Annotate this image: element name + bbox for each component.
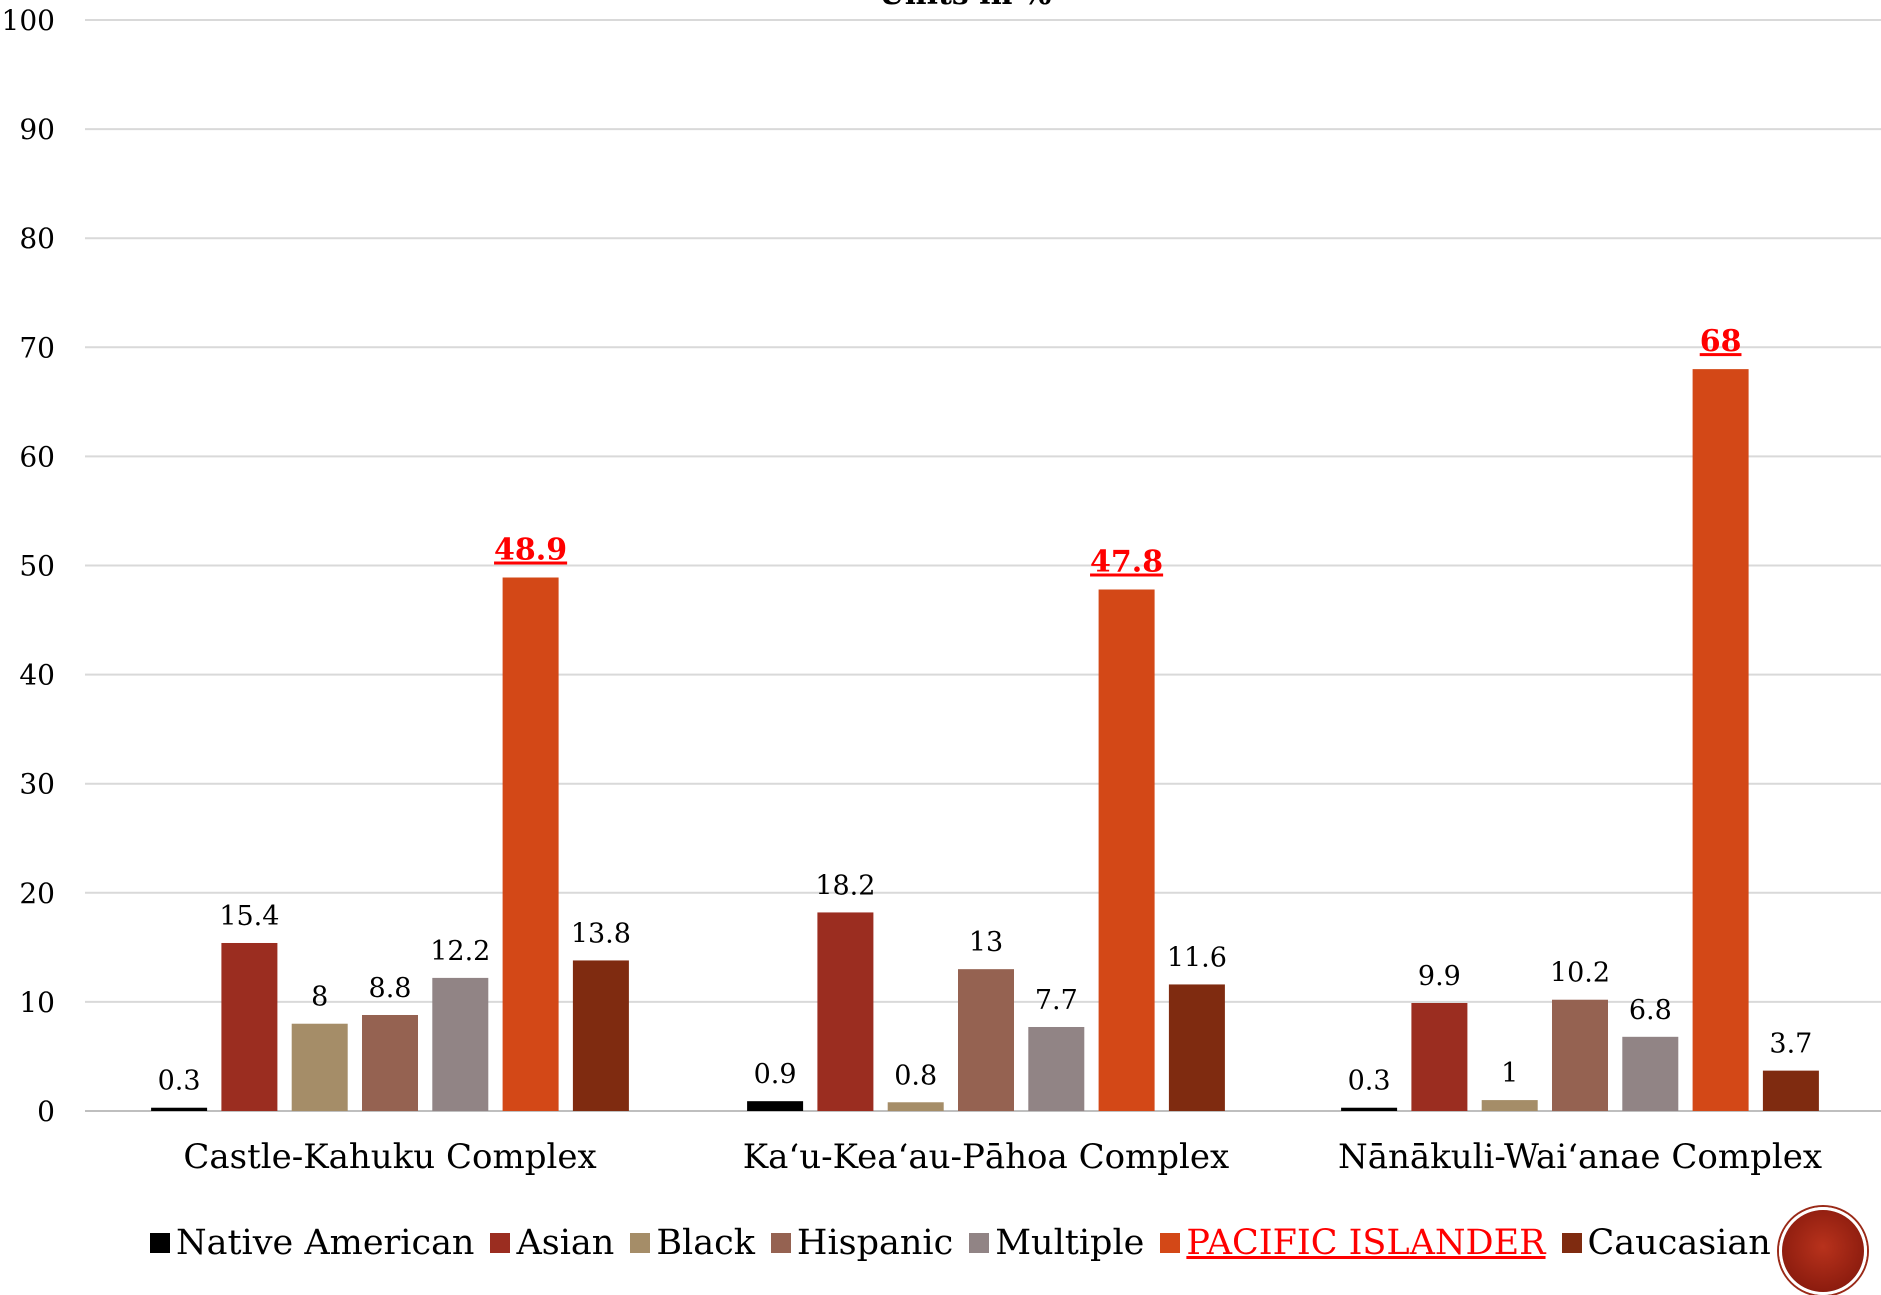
bar-black (887, 1102, 944, 1111)
data-label: 18.2 (815, 870, 875, 901)
category-label: Castle-Kahuku Complex (183, 1137, 596, 1177)
bar-multiple (1622, 1036, 1679, 1111)
data-label: 0.9 (754, 1059, 797, 1090)
legend-item: Asian (490, 1223, 614, 1263)
data-label: 12.2 (430, 936, 490, 967)
bar-asian (1411, 1002, 1468, 1111)
legend-swatch (630, 1233, 651, 1253)
y-tick-label: 30 (19, 768, 55, 801)
legend-swatch (1561, 1233, 1582, 1253)
bar-multiple (432, 977, 489, 1111)
bar-caucasian (572, 960, 629, 1111)
chart-title: Units in % (879, 0, 1052, 12)
data-label: 8.8 (369, 973, 412, 1004)
y-tick-label: 40 (19, 659, 55, 692)
circle-logo-icon (1779, 1207, 1867, 1295)
y-tick-label: 70 (19, 331, 55, 364)
data-label: 9.9 (1418, 961, 1461, 992)
data-label: 11.6 (1167, 942, 1227, 973)
y-tick-label: 90 (19, 113, 55, 146)
y-tick-label: 100 (2, 4, 55, 37)
data-label: 68 (1700, 324, 1742, 359)
legend-item: Native American (150, 1223, 474, 1263)
data-label: 1 (1501, 1058, 1518, 1089)
bar-pacific-islander (1098, 589, 1155, 1111)
y-tick-label: 10 (19, 986, 55, 1019)
legend-label: Caucasian (1587, 1223, 1771, 1263)
y-tick-label: 0 (37, 1095, 55, 1128)
category-label: Kaʻu-Keaʻau-Pāhoa Complex (743, 1137, 1229, 1177)
legend-swatch (490, 1233, 511, 1253)
legend-label: Hispanic (796, 1223, 954, 1263)
legend-item: Multiple (969, 1223, 1144, 1263)
bar-hispanic (958, 969, 1014, 1111)
legend-label: PACIFIC ISLANDER (1186, 1223, 1546, 1263)
y-tick-label: 50 (19, 550, 55, 583)
bar-black (291, 1023, 348, 1111)
legend-swatch (770, 1233, 791, 1253)
legend-label: Native American (176, 1223, 475, 1263)
bar-hispanic (1552, 999, 1608, 1111)
legend-swatch (969, 1233, 990, 1253)
bar-pacific-islander (1692, 369, 1749, 1111)
bar-black (1481, 1100, 1538, 1111)
legend-label: Black (656, 1223, 755, 1263)
data-label: 47.8 (1090, 545, 1163, 580)
legend-swatch (1160, 1233, 1181, 1253)
legend-item: PACIFIC ISLANDER (1160, 1223, 1546, 1263)
data-label: 13 (969, 927, 1003, 958)
bar-multiple (1028, 1026, 1085, 1111)
data-label: 7.7 (1035, 985, 1078, 1016)
chart-legend: Native American Asian Black Hispanic Multipl… (150, 1223, 1787, 1263)
bar-chart: Units in % 0 10 20 30 40 50 60 70 80 90 100 0.3 15.4 8… (2, 0, 1881, 1177)
legend-swatch (150, 1233, 170, 1253)
y-tick-label: 60 (19, 440, 55, 473)
bar-native-american (747, 1101, 804, 1111)
legend-item: Black (630, 1223, 755, 1263)
data-label: 6.8 (1629, 995, 1672, 1026)
data-label: 8 (311, 982, 328, 1013)
y-tick-label: 20 (19, 877, 55, 910)
category-label: Nānākuli-Waiʻanae Complex (1338, 1137, 1822, 1177)
y-tick-label: 80 (19, 222, 55, 255)
data-label: 0.3 (1348, 1066, 1391, 1097)
bar-native-american (1341, 1107, 1398, 1111)
legend-item: Hispanic (770, 1223, 954, 1263)
data-label: 15.4 (219, 901, 279, 932)
bar-caucasian (1762, 1070, 1819, 1111)
bar-asian (221, 942, 278, 1111)
legend-item: Caucasian (1561, 1223, 1771, 1263)
data-label: 0.8 (894, 1060, 937, 1091)
data-label: 0.3 (158, 1066, 201, 1097)
bar-caucasian (1168, 984, 1225, 1111)
data-label: 48.9 (494, 533, 567, 568)
bar-asian (817, 912, 874, 1111)
bar-native-american (151, 1107, 208, 1111)
data-label: 3.7 (1769, 1029, 1812, 1060)
data-label: 13.8 (571, 918, 631, 949)
legend-label: Multiple (995, 1223, 1145, 1263)
bar-pacific-islander (502, 577, 559, 1111)
bar-hispanic (362, 1014, 418, 1111)
legend-label: Asian (516, 1223, 615, 1263)
data-label: 10.2 (1550, 958, 1610, 989)
